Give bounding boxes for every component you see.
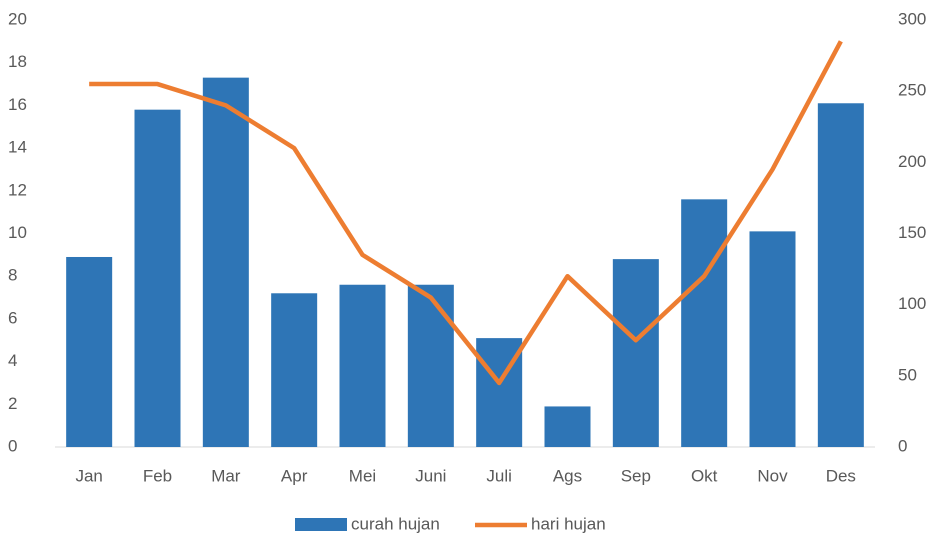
y2-tick-label: 0 [898, 436, 907, 455]
y-tick-label: 4 [8, 351, 17, 370]
bar [339, 284, 386, 447]
x-tick-label: Apr [281, 466, 308, 485]
x-tick-label: Ags [553, 466, 582, 485]
y-tick-label: 10 [8, 223, 27, 242]
bar [134, 109, 181, 448]
y2-tick-label: 100 [898, 294, 926, 313]
bar [817, 103, 864, 447]
y-tick-label: 8 [8, 266, 17, 285]
legend-label: hari hujan [531, 514, 606, 533]
x-tick-label: Nov [757, 466, 788, 485]
bar [271, 293, 318, 447]
x-tick-label: Jan [75, 466, 102, 485]
x-tick-label: Feb [143, 466, 172, 485]
y-tick-label: 12 [8, 180, 27, 199]
legend-swatch [295, 518, 347, 531]
bar [749, 231, 796, 447]
y2-tick-label: 50 [898, 365, 917, 384]
bar [612, 259, 659, 447]
x-tick-label: Sep [621, 466, 651, 485]
x-tick-label: Mei [349, 466, 376, 485]
y2-tick-label: 150 [898, 223, 926, 242]
y2-tick-label: 300 [898, 9, 926, 28]
y2-tick-label: 200 [898, 152, 926, 171]
x-tick-label: Des [826, 466, 856, 485]
y-tick-label: 18 [8, 52, 27, 71]
bar [202, 77, 249, 448]
y-tick-label: 14 [8, 138, 27, 157]
bar [66, 256, 113, 447]
bar [544, 406, 591, 447]
line [89, 40, 843, 386]
legend-label: curah hujan [351, 514, 440, 533]
x-tick-label: Juli [486, 466, 512, 485]
x-tick-label: Okt [691, 466, 718, 485]
bar [681, 199, 728, 447]
y-tick-label: 16 [8, 95, 27, 114]
y-tick-label: 2 [8, 394, 17, 413]
y-tick-label: 6 [8, 308, 17, 327]
y-tick-label: 20 [8, 9, 27, 28]
x-tick-label: Mar [211, 466, 241, 485]
y2-tick-label: 250 [898, 81, 926, 100]
y-tick-label: 0 [8, 436, 17, 455]
x-tick-label: Juni [415, 466, 446, 485]
bar [407, 284, 454, 447]
